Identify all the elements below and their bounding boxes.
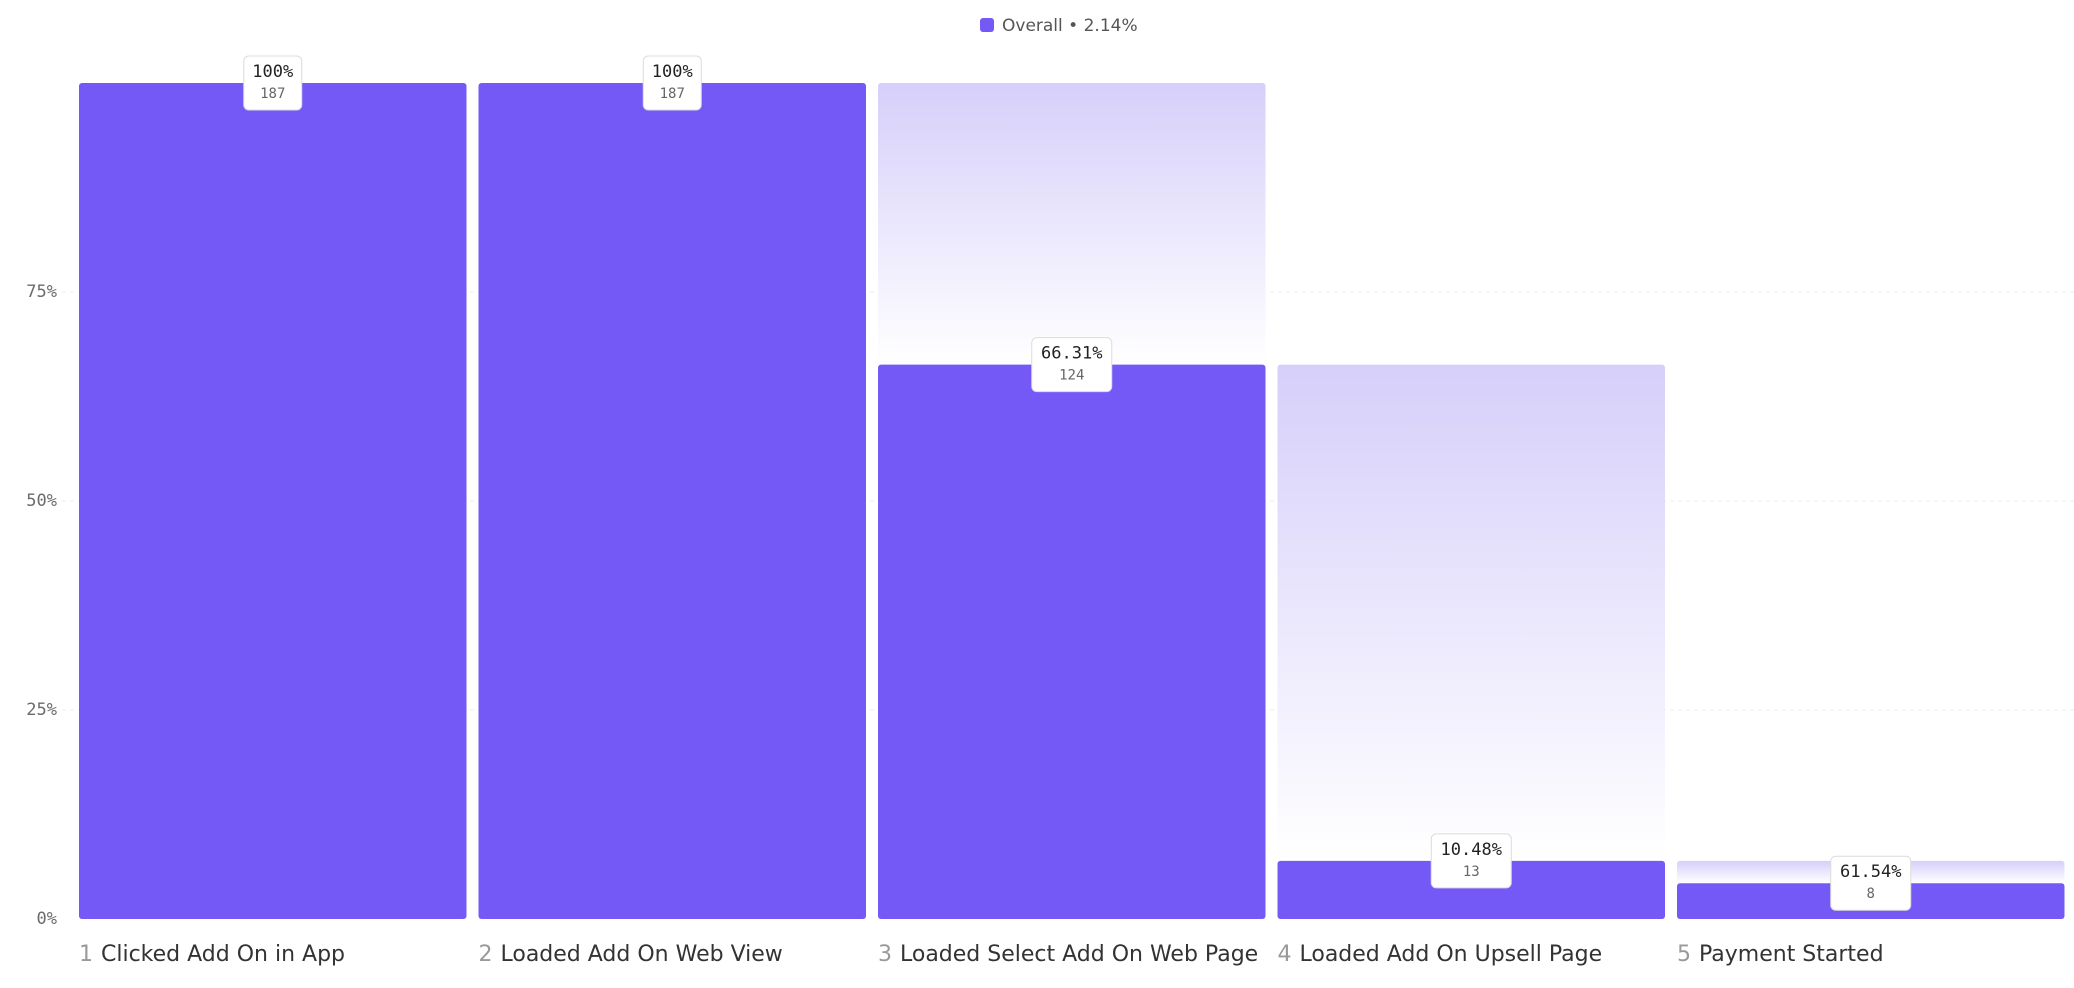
value-label: 10.48% [1441,840,1502,860]
count-label: 124 [1059,368,1084,384]
bars [79,83,2065,919]
step-number: 2 [479,942,493,967]
step-name: Clicked Add On in App [101,942,345,967]
value-label: 66.31% [1041,344,1102,364]
ghost-bar [1277,364,1665,861]
value-label-box [1830,855,1912,911]
legend-name: Overall [1002,16,1063,36]
count-label: 187 [260,86,285,102]
value-label: 100% [252,62,293,82]
count-label: 8 [1867,886,1875,902]
legend-separator: • [1068,16,1078,36]
step-name: Loaded Add On Upsell Page [1300,942,1603,967]
y-tick-label: 0% [37,909,57,929]
step-number: 5 [1677,942,1691,967]
legend-swatch [980,18,994,32]
value-label-box [243,55,303,111]
bar [79,83,467,919]
x-tick-label: 1 Clicked Add On in App [79,942,345,967]
bar [878,364,1266,919]
value-label-box [1031,337,1113,393]
count-label: 187 [660,86,685,102]
step-name: Payment Started [1699,942,1884,967]
bar [478,83,866,919]
step-name: Loaded Add On Web View [501,942,783,967]
grid: 0% 25% 50% 75% [26,282,2074,929]
value-label-box [1430,833,1512,889]
ghost-bar [878,83,1266,365]
y-tick-label: 25% [26,700,57,720]
y-tick-label: 75% [26,282,57,302]
bar [1277,860,1665,919]
x-tick-label: 5 Payment Started [1677,942,1884,967]
value-label-box [642,55,702,111]
step-number: 4 [1278,942,1292,967]
step-number: 1 [79,942,93,967]
step-number: 3 [878,942,892,967]
labels: 100% 187 1 Clicked Add On in App 100% 187 2 Loa… [79,55,1912,967]
legend: Overall • 2.14% [1002,16,1138,36]
x-tick-label: 3 Loaded Select Add On Web Page [878,942,1258,967]
value-label: 100% [652,62,693,82]
count-label: 13 [1463,864,1480,880]
value-label: 61.54% [1840,862,1901,882]
legend-overall: 2.14% [1084,16,1138,36]
y-tick-label: 50% [26,491,57,511]
x-tick-label: 2 Loaded Add On Web View [479,942,783,967]
step-name: Loaded Select Add On Web Page [900,942,1258,967]
x-tick-label: 4 Loaded Add On Upsell Page [1278,942,1603,967]
